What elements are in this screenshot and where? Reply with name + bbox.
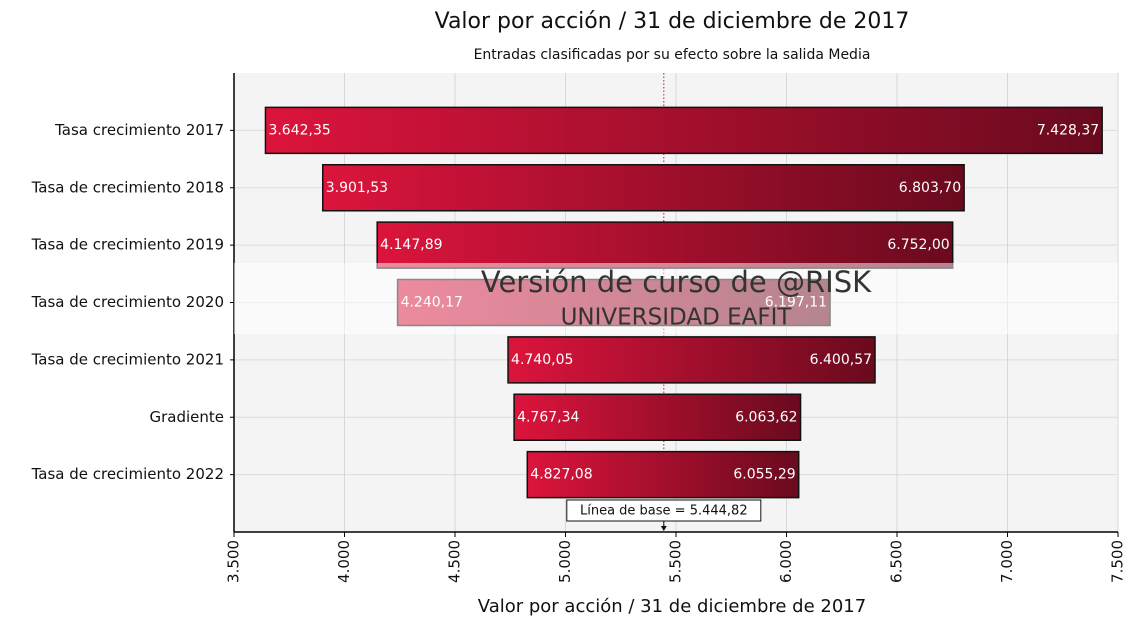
y-tick-label: Gradiente bbox=[149, 408, 224, 426]
high-label: 6.063,62 bbox=[735, 409, 797, 425]
x-axis-label: Valor por acción / 31 de diciembre de 20… bbox=[478, 596, 866, 617]
high-label: 6.752,00 bbox=[887, 237, 949, 253]
watermark-line: UNIVERSIDAD EAFIT bbox=[561, 305, 793, 331]
x-tick-label: 6.000 bbox=[777, 540, 795, 583]
x-tick-label: 7.500 bbox=[1109, 540, 1127, 583]
bar bbox=[376, 221, 954, 269]
low-label: 4.740,05 bbox=[511, 352, 573, 368]
bar bbox=[513, 393, 802, 441]
watermark-band bbox=[234, 263, 1118, 334]
high-label: 6.400,57 bbox=[810, 352, 872, 368]
high-label: 6.055,29 bbox=[733, 467, 795, 483]
chart-subtitle: Entradas clasificadas por su efecto sobr… bbox=[474, 47, 871, 63]
y-tick-label: Tasa de crecimiento 2018 bbox=[31, 178, 224, 196]
x-tick-label: 6.500 bbox=[888, 540, 906, 583]
y-tick-label: Tasa crecimiento 2017 bbox=[54, 121, 224, 139]
low-label: 3.901,53 bbox=[326, 180, 388, 196]
x-tick-label: 4.000 bbox=[335, 540, 353, 583]
x-tick-label: 3.500 bbox=[225, 540, 243, 583]
bar bbox=[264, 106, 1103, 155]
y-tick-label: Tasa de crecimiento 2021 bbox=[31, 350, 224, 368]
low-label: 4.767,34 bbox=[517, 409, 579, 425]
x-tick-label: 4.500 bbox=[446, 540, 464, 583]
watermark-line: Versión de curso de @RISK bbox=[481, 265, 872, 299]
bar bbox=[507, 336, 876, 384]
bar bbox=[321, 164, 965, 212]
x-tick-label: 5.500 bbox=[667, 540, 685, 583]
low-label: 4.147,89 bbox=[380, 237, 442, 253]
y-tick-label: Tasa de crecimiento 2022 bbox=[31, 465, 224, 483]
bar bbox=[526, 450, 800, 499]
y-tick-label: Tasa de crecimiento 2020 bbox=[31, 293, 224, 311]
chart-title: Valor por acción / 31 de diciembre de 20… bbox=[435, 9, 910, 34]
baseline-label: Línea de base = 5.444,82 bbox=[580, 504, 748, 519]
low-label: 3.642,35 bbox=[268, 122, 330, 138]
x-tick-label: 7.000 bbox=[998, 540, 1016, 583]
x-tick-label: 5.000 bbox=[556, 540, 574, 583]
high-label: 6.803,70 bbox=[899, 180, 961, 196]
baseline-arrowhead bbox=[660, 526, 667, 531]
high-label: 7.428,37 bbox=[1037, 122, 1099, 138]
low-label: 4.827,08 bbox=[530, 467, 592, 483]
y-tick-label: Tasa de crecimiento 2019 bbox=[31, 236, 224, 254]
